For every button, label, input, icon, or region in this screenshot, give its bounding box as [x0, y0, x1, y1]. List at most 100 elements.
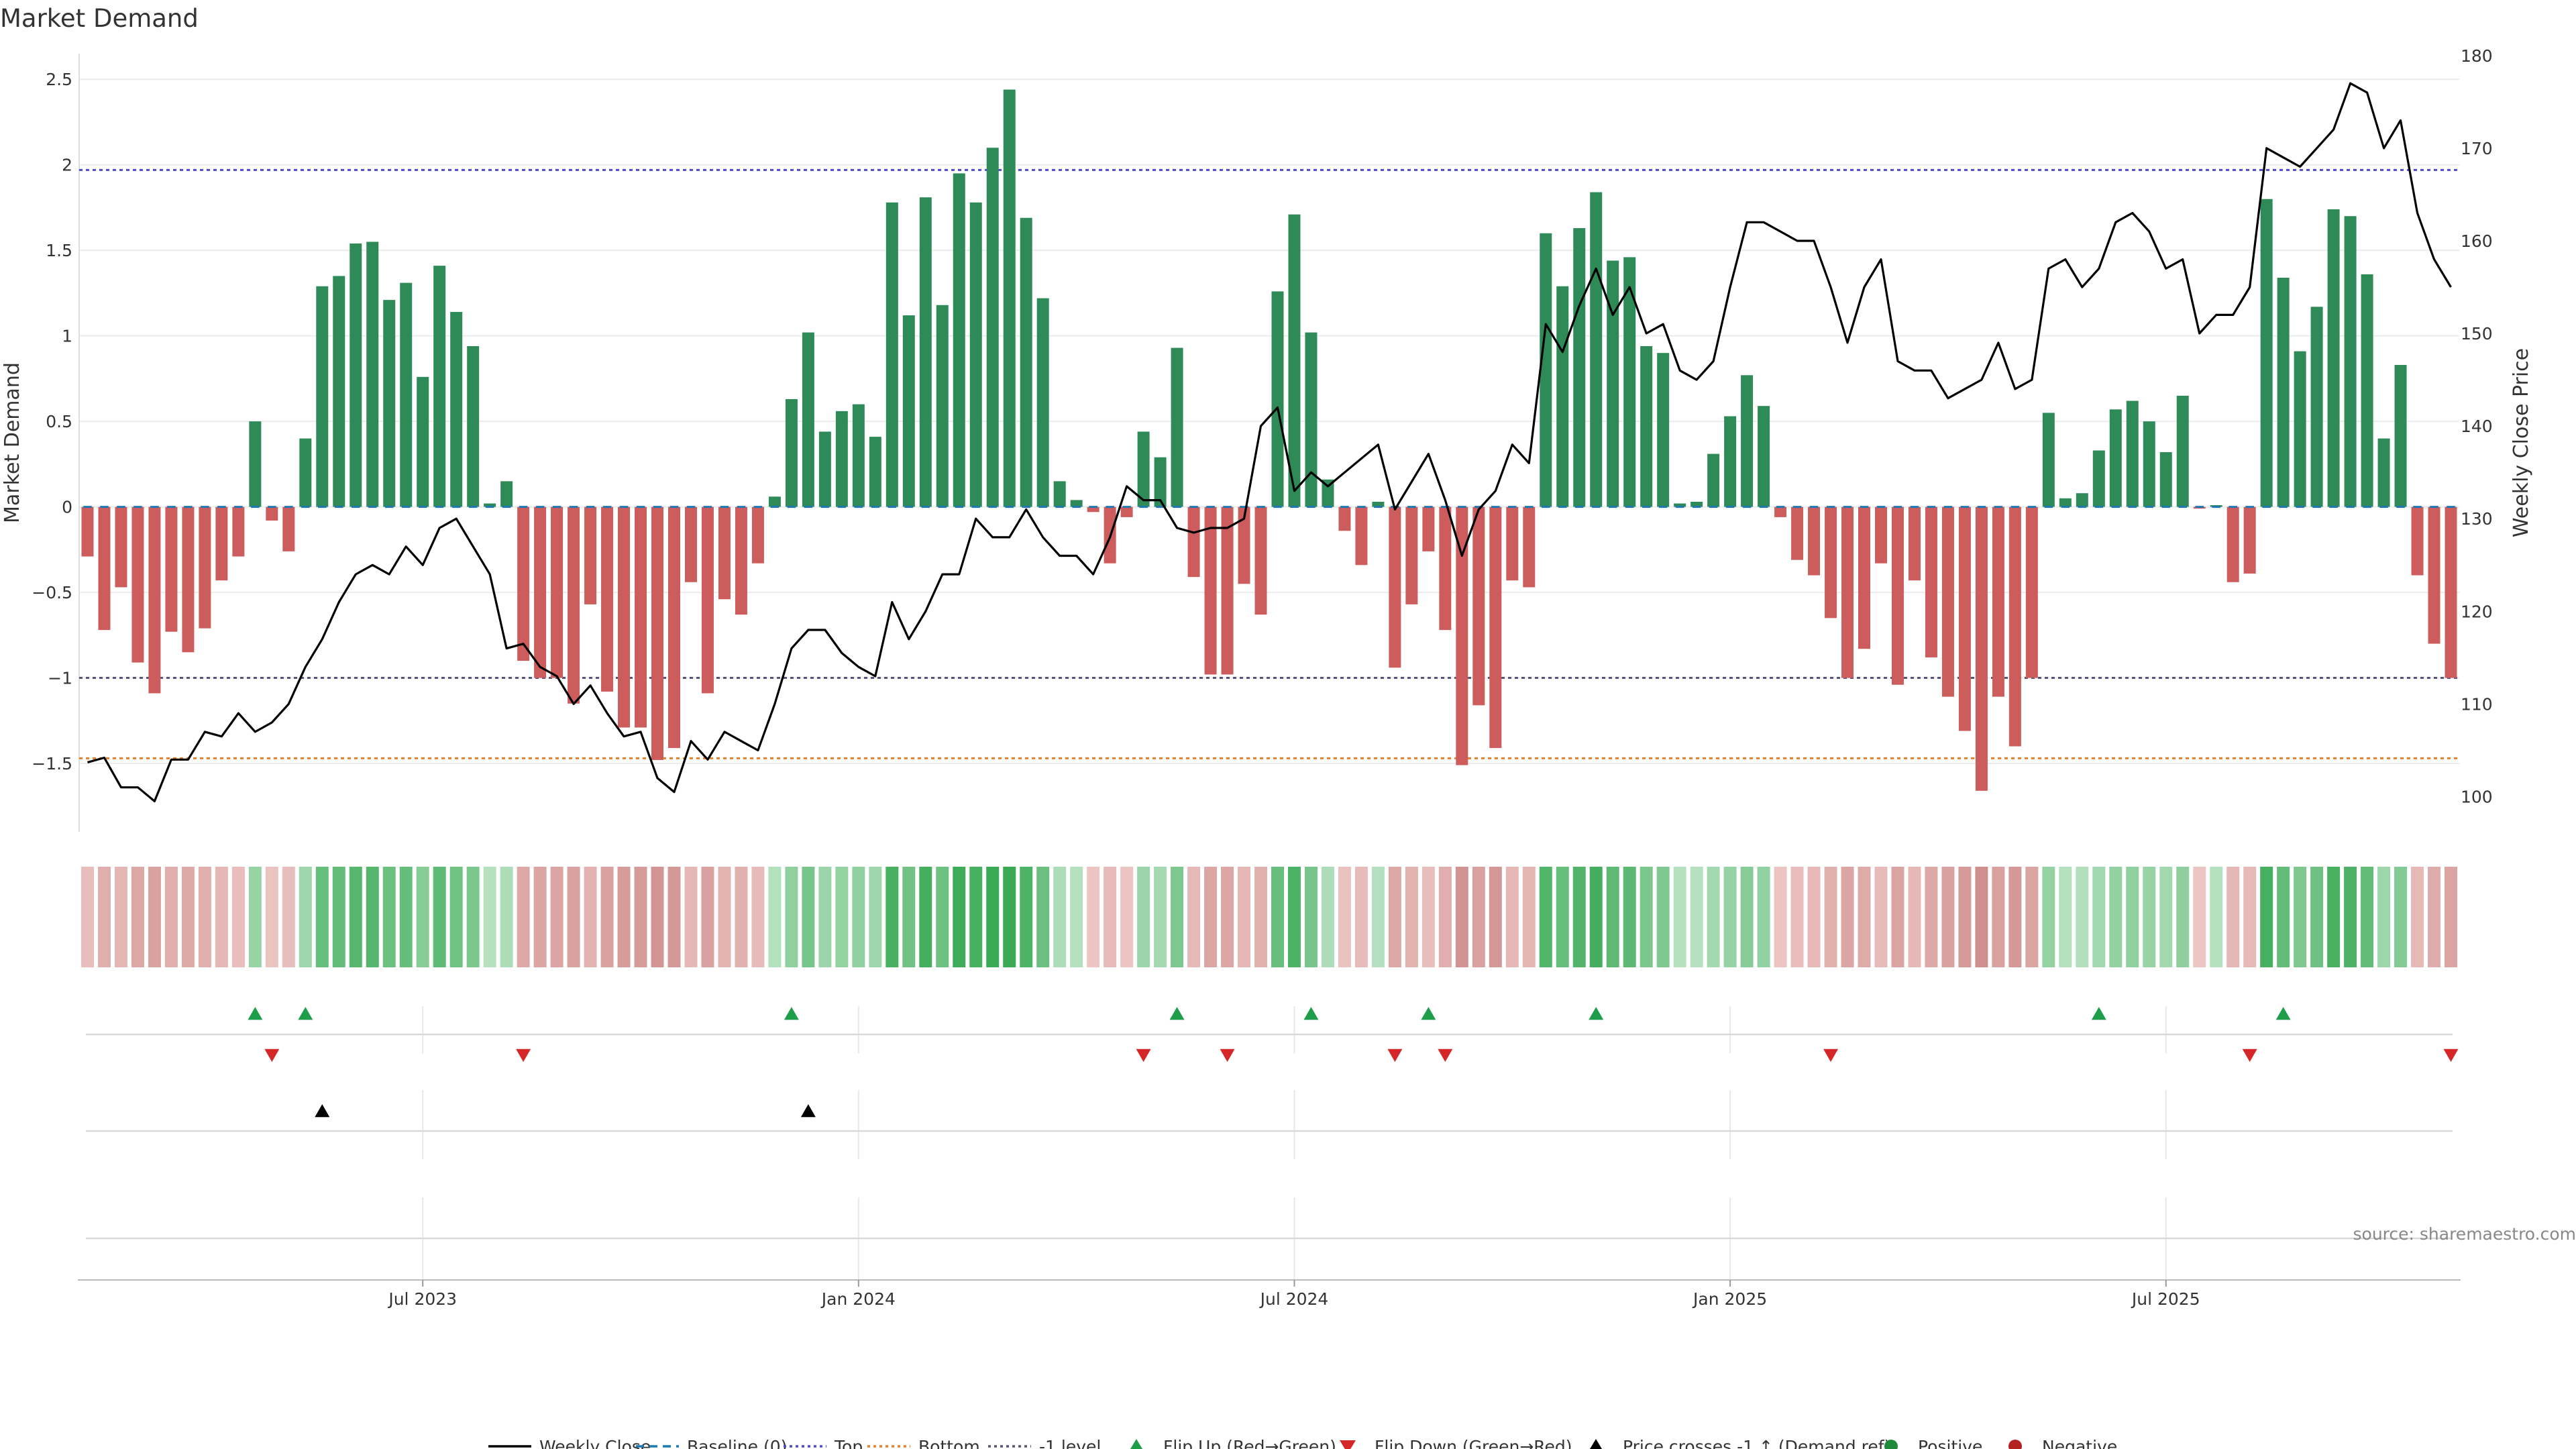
positive-bar: [1372, 501, 1385, 507]
strip-cell: [131, 867, 144, 967]
y-tick-labels: 2.5 2 1.5 1 0.5 0 −0.5 −1 −1.5: [32, 70, 72, 773]
negative-bar: [618, 506, 631, 728]
strip-cell: [1606, 867, 1619, 967]
negative-bar: [1422, 506, 1435, 551]
strip-cell: [80, 867, 94, 967]
strip-cell: [768, 867, 782, 967]
strip-cell: [2226, 867, 2240, 967]
reference-lines: [79, 168, 2459, 759]
strip-cell: [1690, 867, 1703, 967]
legend-label: Baseline (0): [687, 1437, 787, 1449]
flip-down-marker: [2443, 1049, 2459, 1062]
legend-label: Flip Down (Green→Red): [1375, 1437, 1572, 1449]
positive-bar: [2092, 450, 2105, 507]
strip-cell: [1187, 867, 1201, 967]
negative-bar: [601, 506, 614, 692]
y-tick-label: −0.5: [32, 583, 72, 602]
negative-bar: [1992, 506, 2004, 697]
positive-bar: [1707, 453, 1720, 507]
positive-bar: [1674, 503, 1686, 507]
positive-bar: [919, 197, 932, 507]
strip-cell: [1204, 867, 1218, 967]
chart-title: Market Demand: [0, 4, 199, 33]
y-tick-label: −1.5: [32, 754, 72, 773]
positive-bar: [1137, 431, 1150, 507]
strip-cell: [231, 867, 245, 967]
strip-cell: [164, 867, 178, 967]
negative-bar: [684, 506, 697, 582]
strip-cell: [399, 867, 413, 967]
negative-bar: [215, 506, 228, 581]
strip-cell: [181, 867, 195, 967]
y2-tick-labels: 180 170 160 150 140 130 120 110 100: [2461, 46, 2493, 807]
y2-tick-label: 130: [2461, 509, 2493, 529]
strip-cell: [1254, 867, 1268, 967]
legend-item: Negative: [2008, 1437, 2117, 1449]
legend-swatch-circle: [1884, 1440, 1898, 1449]
flip-down-marker: [264, 1049, 280, 1062]
strip-cell: [2092, 867, 2106, 967]
legend-item: Positive: [1884, 1437, 1982, 1449]
negative-bar: [718, 506, 731, 600]
legend-label: Positive: [1918, 1437, 1982, 1449]
negative-bar: [2243, 506, 2256, 574]
strip-cell: [567, 867, 580, 967]
legend-item: Bottom: [867, 1437, 980, 1449]
strip-cell: [1455, 867, 1468, 967]
strip-cell: [1723, 867, 1737, 967]
strip-cell: [2109, 867, 2123, 967]
negative-bar: [651, 506, 664, 760]
strip-cell: [1171, 867, 1184, 967]
y2-tick-label: 110: [2461, 694, 2493, 714]
strip-cell: [1740, 867, 1754, 967]
y2-tick-label: 170: [2461, 139, 2493, 158]
negative-bar: [182, 506, 195, 653]
positive-bar: [500, 481, 513, 507]
strip-cell: [718, 867, 731, 967]
y2-tick-label: 100: [2461, 788, 2493, 807]
strip-cell: [1287, 867, 1301, 967]
x-tick-label: Jul 2023: [387, 1289, 457, 1309]
event-panels: [86, 1006, 2459, 1281]
positive-bar: [2361, 274, 2373, 507]
strip-cell: [969, 867, 983, 967]
strip-cell: [97, 867, 111, 967]
positive-bar: [936, 305, 949, 507]
x-tick-label: Jul 2024: [1259, 1289, 1329, 1309]
negative-bar: [1891, 506, 1904, 685]
positive-bar: [1322, 479, 1334, 507]
strip-cell: [1221, 867, 1234, 967]
strip-cell: [433, 867, 446, 967]
legend-swatch-tri-up: [1130, 1439, 1142, 1449]
positive-bar: [417, 376, 429, 507]
strip-cell: [2445, 867, 2458, 967]
positive-bar: [316, 286, 329, 507]
y-tick-label: 0: [62, 498, 72, 517]
negative-bar: [1187, 506, 1200, 578]
negative-bar: [584, 506, 597, 604]
strip-cell: [299, 867, 312, 967]
strip-cell: [198, 867, 211, 967]
positive-bar: [484, 503, 496, 507]
strip-cell: [1757, 867, 1770, 967]
negative-bar: [1523, 506, 1536, 588]
strip-cell: [1522, 867, 1536, 967]
weekly-close-line: [87, 82, 2452, 803]
strip-cell: [667, 867, 681, 967]
positive-bar: [2377, 438, 2390, 507]
positive-bar: [2076, 493, 2088, 507]
strip-cell: [1489, 867, 1502, 967]
positive-bar: [2143, 421, 2155, 507]
strip-cell: [1087, 867, 1100, 967]
strip-cell: [1589, 867, 1603, 967]
negative-bar: [1925, 506, 1937, 657]
legend-label: Bottom: [918, 1437, 980, 1449]
negative-bar: [1941, 506, 1954, 697]
strip-cell: [634, 867, 647, 967]
positive-bar: [953, 173, 965, 507]
strip-cell: [114, 867, 127, 967]
positive-bar: [2394, 365, 2407, 507]
legend-swatch-tri-down: [1340, 1440, 1356, 1449]
negative-bar: [735, 506, 747, 615]
